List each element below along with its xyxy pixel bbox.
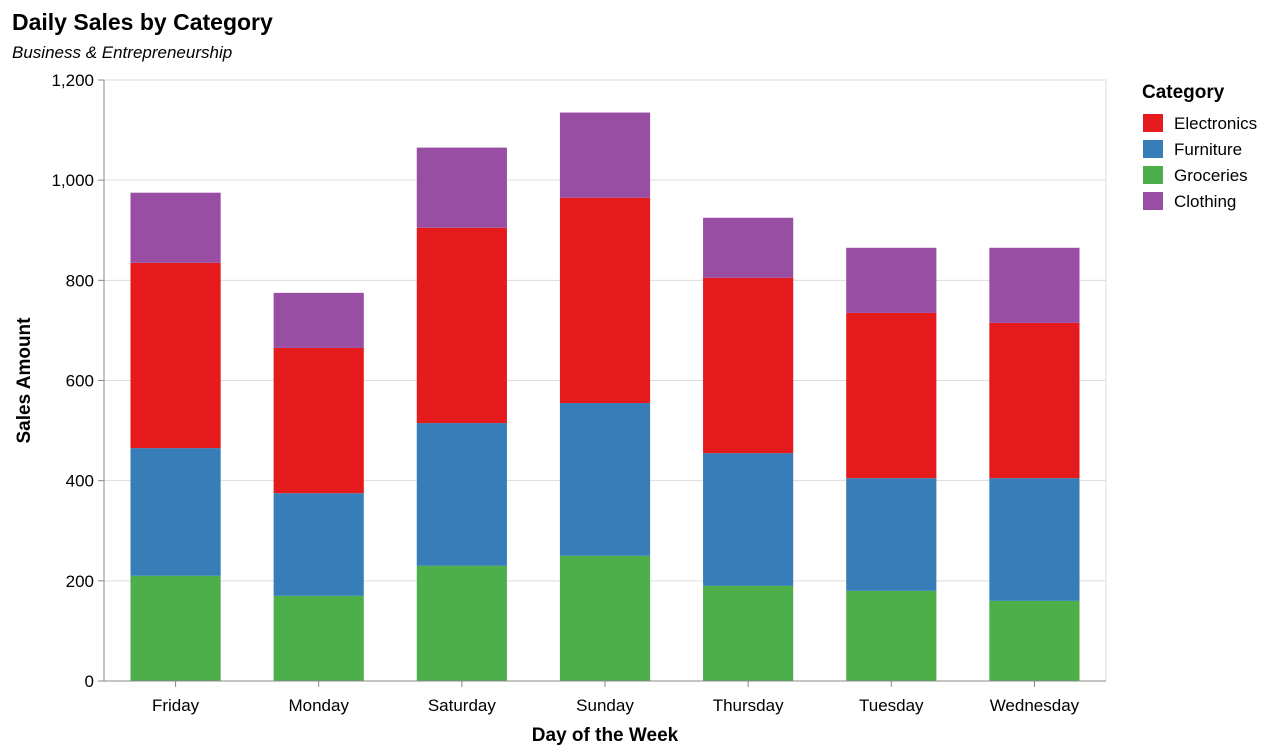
legend-swatch-furniture: [1143, 140, 1163, 158]
bar-segment-electronics-monday: [274, 348, 364, 493]
bar-segment-electronics-saturday: [417, 228, 507, 423]
x-axis-title: Day of the Week: [532, 725, 679, 746]
bar-segment-groceries-monday: [274, 596, 364, 681]
bar-segment-clothing-saturday: [417, 148, 507, 228]
bar-segment-electronics-sunday: [560, 198, 650, 403]
bar-segment-furniture-monday: [274, 493, 364, 596]
bar-segment-groceries-thursday: [703, 586, 793, 681]
bar-segment-clothing-wednesday: [989, 248, 1079, 323]
y-tick-label: 0: [85, 672, 94, 691]
x-tick-label: Monday: [288, 696, 349, 715]
y-tick-label: 800: [66, 271, 94, 290]
x-tick-label: Sunday: [576, 696, 634, 715]
bar-segment-groceries-saturday: [417, 566, 507, 681]
bar-segment-furniture-tuesday: [846, 478, 936, 591]
bar-segment-electronics-thursday: [703, 278, 793, 453]
chart-title: Daily Sales by Category: [12, 9, 273, 35]
bar-segment-furniture-saturday: [417, 423, 507, 566]
bar-segment-furniture-thursday: [703, 453, 793, 586]
bar-segment-furniture-friday: [130, 448, 220, 576]
bar-segment-furniture-sunday: [560, 403, 650, 556]
bar-segment-clothing-thursday: [703, 218, 793, 278]
x-tick-label: Saturday: [428, 696, 497, 715]
legend-label-electronics: Electronics: [1174, 114, 1257, 133]
legend-label-furniture: Furniture: [1174, 140, 1242, 159]
chart-subtitle: Business & Entrepreneurship: [12, 43, 232, 62]
bar-segment-furniture-wednesday: [989, 478, 1079, 601]
bar-segment-clothing-sunday: [560, 113, 650, 198]
bar-segment-groceries-wednesday: [989, 601, 1079, 681]
bar-segment-clothing-tuesday: [846, 248, 936, 313]
bar-segment-groceries-friday: [130, 576, 220, 681]
legend: Category Electronics Furniture Groceries Cl…: [1142, 82, 1257, 211]
bar-segment-electronics-wednesday: [989, 323, 1079, 478]
legend-label-groceries: Groceries: [1174, 166, 1248, 185]
x-tick-label: Tuesday: [859, 696, 924, 715]
y-tick-label: 1,200: [51, 71, 94, 90]
y-axis-title: Sales Amount: [14, 317, 35, 444]
y-tick-label: 600: [66, 372, 94, 391]
bar-segment-electronics-tuesday: [846, 313, 936, 478]
bar-segment-clothing-friday: [130, 193, 220, 263]
y-tick-label: 400: [66, 472, 94, 491]
bars: [130, 113, 1079, 681]
x-tick-label: Thursday: [713, 696, 784, 715]
legend-swatch-electronics: [1143, 114, 1163, 132]
y-tick-label: 1,000: [51, 171, 94, 190]
bar-segment-clothing-monday: [274, 293, 364, 348]
bar-segment-groceries-sunday: [560, 556, 650, 681]
legend-title: Category: [1142, 82, 1225, 103]
x-tick-label: Wednesday: [990, 696, 1080, 715]
x-tick-label: Friday: [152, 696, 200, 715]
legend-swatch-groceries: [1143, 166, 1163, 184]
y-tick-label: 200: [66, 572, 94, 591]
bar-segment-electronics-friday: [130, 263, 220, 448]
bar-segment-groceries-tuesday: [846, 591, 936, 681]
legend-label-clothing: Clothing: [1174, 192, 1236, 211]
legend-swatch-clothing: [1143, 192, 1163, 210]
